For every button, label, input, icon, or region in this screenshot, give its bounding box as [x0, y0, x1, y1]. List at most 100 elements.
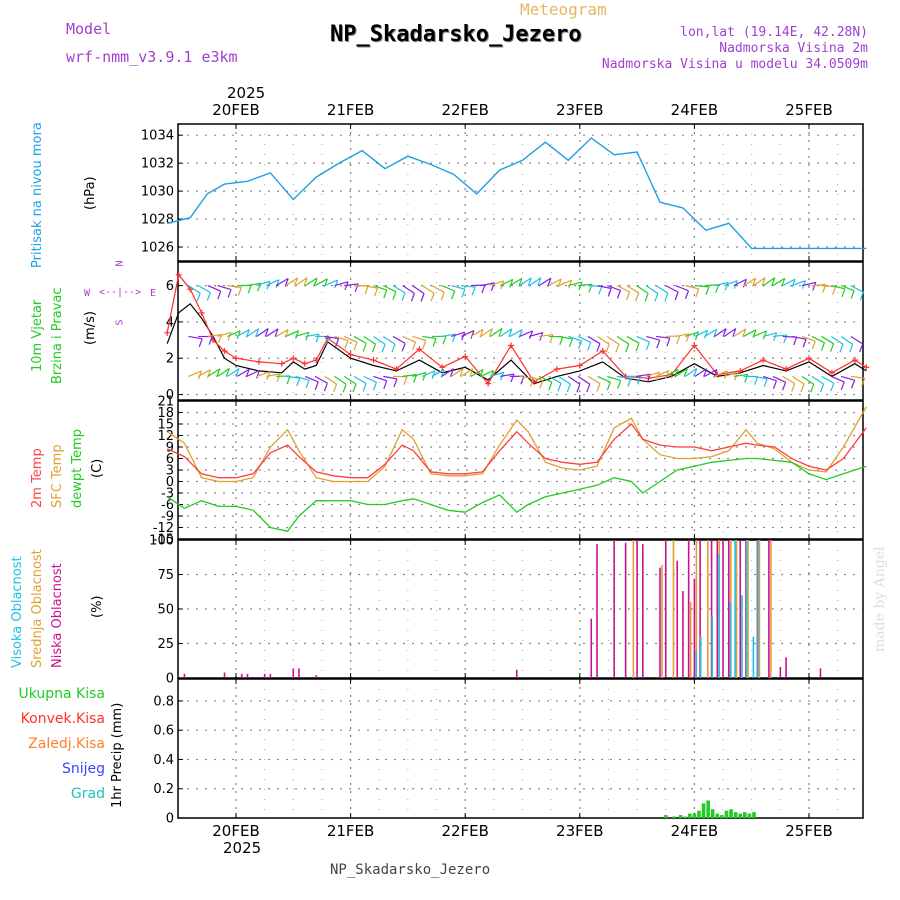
wind-barb-feather: [578, 281, 583, 291]
precip-bar: [733, 812, 738, 818]
precip-bar: [683, 816, 688, 818]
wind-barb: [285, 375, 300, 379]
wind-barb-feather: [383, 289, 388, 299]
wind-barb-feather: [781, 278, 786, 287]
sfc-temp-label: SFC Temp: [50, 444, 65, 508]
wind-barb: [558, 279, 572, 287]
wind-barb: [188, 335, 203, 340]
day-label-bottom: 21FEB: [327, 822, 374, 840]
wind-barb-feather: [334, 279, 339, 289]
wind-barb-feather: [645, 341, 650, 351]
wind-barb-feather: [617, 380, 622, 389]
wind-barb-feather: [430, 292, 435, 302]
wind-barb-feather: [236, 330, 241, 339]
wind-barb-feather: [606, 381, 611, 391]
wind-barb: [373, 375, 387, 382]
precip-bar: [688, 813, 692, 818]
wind-barb: [763, 332, 777, 338]
wind-barb-feather: [683, 368, 688, 377]
wind-barb: [402, 335, 416, 343]
wind-barb: [343, 375, 357, 385]
gust-marker: [806, 355, 812, 362]
y-tick-label: -3: [161, 487, 174, 502]
wind-barb-feather: [772, 380, 778, 389]
wind-barb: [236, 329, 250, 337]
wind-barb-feather: [722, 328, 727, 337]
wind-barb-feather: [403, 376, 408, 385]
wind-barb-feather: [451, 290, 456, 300]
wind-barb-feather: [527, 277, 532, 287]
wind-barb-feather: [566, 383, 571, 393]
y-tick-label: 6: [166, 279, 174, 294]
wind-barb: [606, 335, 620, 345]
wind-barb: [568, 281, 583, 287]
wind-barb-feather: [293, 277, 299, 287]
wind-barb-feather: [206, 292, 211, 301]
gust-marker: [462, 353, 469, 360]
wind-barb-feather: [859, 291, 864, 301]
wind-barb: [733, 278, 747, 287]
wind-barb: [470, 328, 484, 337]
cloud-mid-label: Srednja Oblacnost: [30, 549, 45, 668]
wind-barb: [597, 335, 610, 345]
wind-barb: [529, 277, 542, 287]
wind-barb: [597, 375, 611, 383]
wind-barb: [626, 285, 640, 294]
wind-barb-feather: [469, 368, 474, 377]
wind-barb: [850, 375, 865, 379]
wind-barb-feather: [383, 380, 388, 390]
wind-barb-feather: [568, 280, 573, 289]
wind-barb-feather: [489, 370, 494, 379]
y-tick-label: 75: [157, 568, 174, 583]
wind-barb: [461, 285, 476, 288]
wind-barb: [636, 373, 651, 377]
wind-barb-feather: [705, 286, 710, 296]
wind-barb: [334, 281, 349, 287]
precip-bar: [706, 800, 710, 818]
wind-barb-feather: [314, 381, 319, 391]
wind-barb: [334, 335, 349, 342]
wind-barb-feather: [296, 377, 301, 387]
y-tick-label: 0: [166, 475, 174, 490]
model-elevation: Nadmorska Visina u modelu 34.0509m: [601, 57, 868, 72]
wind-barb: [197, 369, 211, 377]
wind-barb: [256, 371, 271, 377]
gust-marker: [221, 347, 228, 354]
sfc-temp-line: [166, 406, 867, 483]
wind-barb-feather: [529, 378, 535, 387]
wind-barb-feather: [644, 293, 649, 302]
wind-barb: [334, 375, 347, 385]
wind-barb: [285, 277, 298, 287]
precip-bar: [729, 809, 733, 818]
wind-barb-feather: [520, 376, 525, 385]
wind-barb: [743, 329, 757, 337]
wind-barb-feather: [840, 381, 845, 391]
wind-barb-feather: [392, 291, 397, 300]
wind-barb: [383, 285, 397, 293]
wind-barb: [626, 335, 640, 344]
wind-barb: [295, 375, 310, 381]
panel-frame: [177, 539, 864, 679]
wind-barb-feather: [371, 343, 377, 353]
wind-barb: [363, 285, 378, 289]
wind-barb: [402, 285, 415, 294]
gust-marker: [255, 358, 262, 365]
precip-bar: [678, 815, 683, 818]
precip-total-label: Ukupna Kisa: [18, 686, 105, 702]
wind-barb-feather: [635, 292, 640, 302]
wind-barb-feather: [537, 277, 542, 286]
gust-marker: [175, 271, 182, 278]
wind-barb: [597, 285, 612, 290]
wind-barb: [694, 285, 709, 288]
wind-barb-feather: [461, 289, 466, 298]
gust-marker: [760, 357, 767, 364]
wind-barb: [188, 370, 202, 377]
wind-barb: [519, 330, 533, 337]
wind-barb: [577, 335, 591, 343]
wind-barb-feather: [596, 383, 601, 392]
wind-barb: [723, 280, 738, 287]
gust-marker: [691, 342, 698, 349]
wind-barb: [587, 335, 601, 345]
wind-barb: [285, 330, 299, 337]
wind-barb: [558, 335, 573, 340]
